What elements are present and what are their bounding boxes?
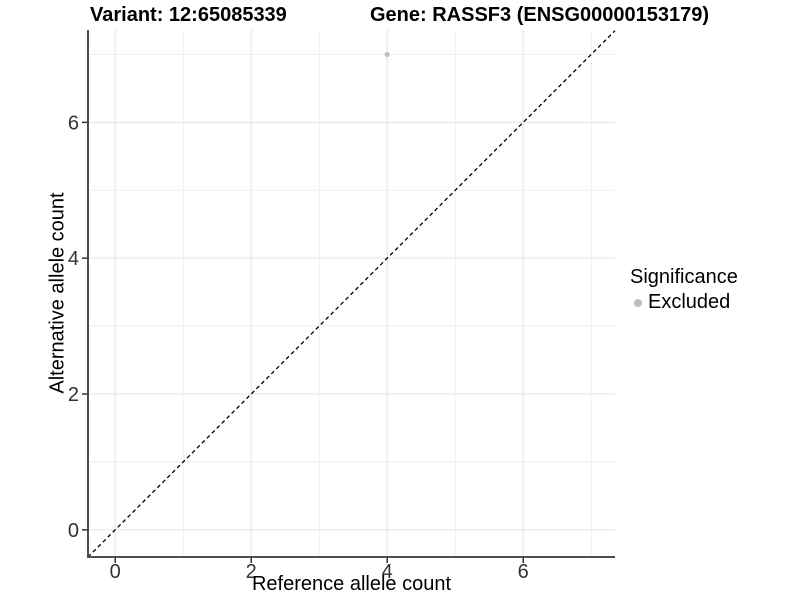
gene-title: Gene: RASSF3 (ENSG00000153179) [370,4,710,26]
y-tick-label: 0 [68,520,79,542]
x-axis-title: Reference allele count [251,573,451,595]
y-axis-title: Alternative allele count [46,192,69,394]
legend-item-excluded: Excluded [630,291,738,314]
legend-point-swatch-icon [634,298,642,307]
x-tick-label: 0 [110,561,121,583]
legend-item-label: Excluded [648,291,731,313]
y-tick-label: 4 [68,248,79,270]
x-tick-label: 6 [518,561,529,583]
variant-title: Variant: 12:65085339 [90,4,287,26]
y-tick-label: 6 [68,112,79,134]
x-tick-label: 4 [382,561,393,583]
identity-line [87,30,616,558]
y-tick-label: 2 [68,384,79,406]
legend: Significance Excluded [630,266,738,314]
legend-title: Significance [630,266,738,288]
data-point [384,51,390,58]
x-tick-label: 2 [246,561,257,583]
